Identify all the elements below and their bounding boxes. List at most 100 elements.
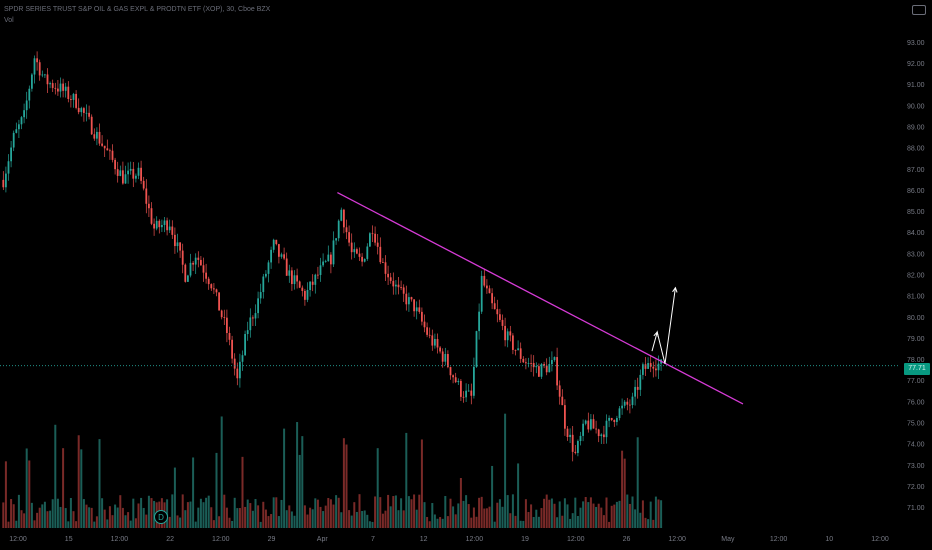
candle	[67, 86, 70, 99]
candle	[623, 401, 626, 406]
volume-bar	[511, 494, 514, 528]
candle	[285, 258, 288, 276]
candle	[361, 256, 363, 262]
current-price-tag: 77.71	[904, 363, 930, 375]
candle	[340, 209, 343, 221]
candle	[7, 161, 10, 174]
volume-bar	[277, 516, 280, 528]
candle	[122, 170, 124, 184]
y-tick-label: 74.00	[907, 442, 925, 449]
volume-bar	[540, 508, 543, 528]
y-tick-label: 72.00	[907, 484, 925, 491]
candle	[618, 408, 621, 419]
candle	[301, 287, 304, 291]
volume-bar	[275, 497, 278, 528]
volume-bar	[225, 507, 228, 528]
price-axis[interactable]: 93.00 92.00 91.00 90.00 89.00 88.00 87.00 86.00…	[907, 40, 925, 512]
candle	[106, 148, 109, 151]
volume-bar	[636, 437, 639, 528]
y-tick-label: 77.00	[907, 378, 925, 385]
candle	[244, 334, 246, 356]
candle	[473, 366, 475, 396]
volume-bar	[545, 494, 548, 528]
volume-bar	[17, 494, 20, 528]
candle	[220, 310, 223, 318]
candle	[210, 284, 213, 289]
event-marker[interactable]: D	[154, 510, 168, 524]
trendline[interactable]	[337, 191, 744, 405]
volume-bar	[327, 497, 330, 528]
candle	[2, 179, 5, 188]
candle	[579, 435, 582, 442]
volume-bar	[363, 510, 366, 528]
candle	[278, 244, 280, 257]
candle	[298, 281, 301, 288]
volume-bar	[631, 496, 634, 528]
candle	[116, 169, 119, 176]
x-tick-label: 15	[65, 536, 73, 543]
volume-bar	[657, 499, 660, 528]
projection-arrow[interactable]	[651, 287, 676, 364]
volume-bar	[418, 494, 421, 528]
candle	[574, 451, 577, 453]
candle	[111, 150, 114, 160]
y-tick-label: 81.00	[907, 294, 925, 301]
volume-bar	[639, 512, 642, 528]
volume-bar	[610, 505, 613, 528]
x-tick-label: 26	[623, 536, 631, 543]
candle	[600, 434, 603, 437]
candle	[491, 293, 493, 304]
volume-bar	[12, 504, 15, 528]
candle	[213, 288, 215, 290]
volume-bar	[524, 499, 527, 528]
camera-icon[interactable]	[912, 5, 926, 15]
candle	[233, 358, 236, 369]
time-axis[interactable]: 12:00 15 12:00 22 12:00 29 Apr 7 12 12:00 19 12:00 2…	[9, 536, 889, 543]
candle	[257, 298, 259, 314]
candle	[564, 405, 566, 429]
volume-bar	[254, 499, 257, 528]
candle	[265, 273, 267, 277]
candle	[241, 355, 244, 362]
volume-bar	[270, 514, 273, 528]
candle	[577, 441, 579, 453]
candle	[439, 347, 441, 352]
candle	[582, 423, 584, 436]
volume-bar	[147, 495, 150, 528]
candle	[38, 62, 41, 76]
x-tick-label: 12:00	[111, 536, 129, 543]
volume-bar	[626, 494, 629, 528]
volume-bar	[467, 504, 470, 528]
candle	[408, 297, 410, 305]
volume-bar	[566, 504, 569, 528]
volume-bar	[233, 497, 236, 528]
candle	[324, 261, 327, 262]
volume-bar	[303, 505, 306, 528]
candle	[465, 390, 467, 398]
candle	[395, 284, 397, 287]
volume-bar	[322, 511, 325, 528]
candle	[171, 226, 174, 235]
candle	[142, 180, 145, 189]
volume-bar	[548, 499, 551, 528]
volume-bar	[116, 507, 119, 528]
candle	[41, 74, 44, 76]
candle	[571, 434, 574, 452]
volume-bar	[186, 502, 189, 528]
volume-bar	[496, 502, 499, 528]
volume-bar	[236, 508, 239, 528]
volume-bar	[621, 450, 624, 528]
candle	[400, 287, 402, 288]
candle	[184, 264, 187, 282]
volume-bar	[652, 519, 655, 528]
volume-bar	[483, 508, 486, 528]
volume-bar	[381, 513, 384, 528]
volume-bar	[72, 511, 75, 528]
volume-bar	[199, 498, 202, 528]
volume-bar	[472, 507, 475, 528]
candle	[506, 331, 509, 341]
candle	[5, 173, 7, 188]
candle	[155, 220, 158, 229]
volume-bar	[142, 507, 145, 528]
